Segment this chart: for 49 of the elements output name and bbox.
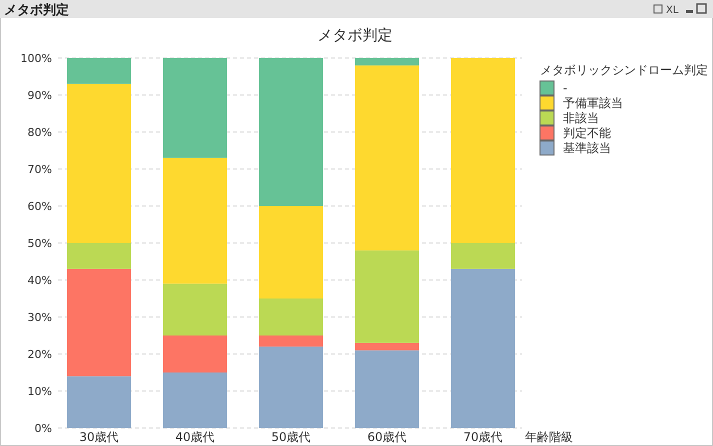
text: メタボ判定 [4,2,69,18]
legend-title: メタボリックシンドローム判定 [540,63,708,77]
bar [67,84,131,243]
bar [163,372,227,428]
x-tick-label: 50歳代 [271,430,311,444]
bar [355,250,419,343]
bar [163,158,227,284]
x-tick-label: 70歳代 [463,430,503,444]
bar [67,376,131,428]
x-tick-label: 30歳代 [79,430,119,444]
text: XL [666,5,679,16]
y-tick-label: 10% [28,385,52,398]
bar [163,58,227,158]
y-tick-label: 90% [28,89,52,102]
x-axis-title: 年齢階級 [525,430,573,444]
bar [67,58,131,84]
bar [163,284,227,336]
bar [163,336,227,372]
bar [67,268,131,376]
y-tick-label: 50% [28,237,52,250]
bar [259,298,323,336]
legend-label: 基準該当 [563,141,611,155]
bar [259,336,323,347]
legend-label: 判定不能 [563,126,611,140]
y-tick-label: 70% [28,163,52,176]
y-tick-label: 100% [20,52,52,65]
bar [259,58,323,206]
legend-label: 予備軍該当 [563,96,623,110]
bar [259,206,323,298]
y-tick-label: 80% [28,126,52,139]
x-tick-label: 60歳代 [367,430,407,444]
y-tick-label: 20% [28,348,52,361]
bar [355,342,419,350]
bar [355,65,419,250]
bar [259,346,323,428]
legend-label: - [563,81,568,95]
bar [67,243,131,269]
bar [355,350,419,428]
y-tick-label: 60% [28,200,52,213]
bar [355,58,419,66]
y-tick-label: 30% [28,311,52,324]
bar [451,268,515,428]
chart-title: メタボ判定 [318,26,392,44]
bar [451,243,515,269]
bar [451,58,515,243]
legend-label: 非該当 [563,111,599,125]
y-tick-label: 0% [34,422,52,435]
x-tick-label: 40歳代 [175,430,215,444]
y-tick-label: 40% [28,274,52,287]
